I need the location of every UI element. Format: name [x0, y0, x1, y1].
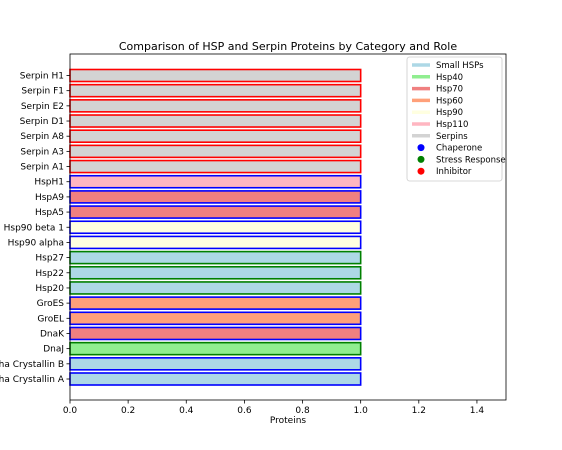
y-tick-label-hsp90-beta-1: Hsp90 beta 1: [4, 223, 64, 233]
bar-serpin-a8: [69, 129, 362, 143]
bar-serpin-d1: [69, 114, 362, 128]
y-tick-label-serpin-a3: Serpin A3: [20, 147, 64, 157]
x-tick-label: 0.4: [179, 406, 194, 416]
legend-label-chaperone: Chaperone: [436, 144, 482, 154]
bar-dnak: [69, 326, 362, 341]
x-axis-label: Proteins: [270, 416, 307, 426]
legend-label-hsp90: Hsp90: [436, 108, 463, 118]
x-tick-label: 0.6: [237, 406, 252, 416]
y-tick-label-serpin-d1: Serpin D1: [20, 117, 64, 127]
bar-hsp22: [69, 265, 362, 280]
legend-label-serpins: Serpins: [436, 132, 468, 142]
y-tick-label-hsp90-alpha: Hsp90 alpha: [8, 238, 64, 248]
bar-hsp90-alpha: [69, 235, 362, 250]
bar-alpha-crystallin-b: [69, 357, 362, 371]
y-tick-label-dnak: DnaK: [40, 329, 65, 339]
bar-hsp90-beta-1: [69, 220, 362, 235]
legend-marker-chaperone: [417, 144, 425, 152]
bar-serpin-a3: [69, 144, 362, 159]
x-axis: 0.0 0.2 0.4 0.6 0.8 1.0 1.2 1.4: [63, 400, 485, 416]
x-tick-label: 1.2: [412, 406, 426, 416]
bar-serpin-h1: [69, 68, 362, 83]
y-tick-label-alpha-crystallin-b: Alpha Crystallin B: [0, 360, 64, 370]
y-tick-label-serpin-h1: Serpin H1: [20, 72, 64, 82]
legend-label-inhibitor: Inhibitor: [436, 167, 472, 177]
bars-group: [69, 68, 362, 386]
bar-dnaj: [69, 341, 362, 356]
y-tick-label-serpin-e2: Serpin E2: [21, 102, 64, 112]
legend-marker-stress-response: [417, 155, 425, 163]
legend-box: [406, 56, 503, 182]
legend-marker-inhibitor: [417, 167, 425, 175]
bar-hsp27: [69, 250, 362, 265]
bar-hsph1: [69, 174, 362, 189]
y-tick-label-hsp27: Hsp27: [35, 254, 64, 264]
bar-hsp20: [69, 281, 362, 295]
y-tick-label-groes: GroES: [37, 299, 65, 309]
x-tick-label: 0.8: [295, 406, 310, 416]
y-tick-label-serpin-a8: Serpin A8: [20, 132, 64, 142]
y-tick-label-hsp20: Hsp20: [35, 284, 64, 294]
bar-serpin-f1: [69, 83, 362, 98]
y-tick-label-hspa9: HspA9: [35, 193, 64, 203]
legend-label-hsp70: Hsp70: [436, 85, 463, 95]
x-tick-label: 1.0: [354, 406, 369, 416]
x-tick-label: 1.4: [470, 406, 485, 416]
bar-groes: [69, 296, 362, 310]
y-tick-label-hspa5: HspA5: [35, 208, 64, 218]
y-axis: Alpha Crystallin A Alpha Crystallin B DnaJ…: [0, 72, 70, 385]
x-tick-label: 0.0: [63, 406, 78, 416]
y-tick-label-serpin-a1: Serpin A1: [20, 163, 64, 173]
bar-hspa5: [69, 205, 362, 219]
chart-title: Comparison of HSP and Serpin Proteins by…: [119, 40, 457, 53]
bar-groel: [69, 311, 362, 326]
y-tick-label-hsp22: Hsp22: [35, 269, 64, 279]
bar-serpin-a1: [69, 159, 362, 174]
y-tick-label-dnaj: DnaJ: [43, 345, 64, 355]
legend-label-hsp60: Hsp60: [436, 96, 463, 106]
bar-serpin-e2: [69, 99, 362, 113]
legend-label-hsp40: Hsp40: [436, 73, 463, 83]
bar-alpha-crystallin-a: [69, 372, 362, 386]
legend-label-small-hsps: Small HSPs: [436, 61, 484, 71]
y-tick-label-alpha-crystallin-a: Alpha Crystallin A: [0, 375, 65, 385]
y-tick-label-groel: GroEL: [37, 314, 64, 324]
x-tick-label: 0.2: [121, 406, 135, 416]
y-tick-label-hsph1: HspH1: [34, 178, 64, 188]
bar-hspa9: [69, 190, 362, 204]
legend-label-hsp110: Hsp110: [436, 120, 468, 130]
y-tick-label-serpin-f1: Serpin F1: [21, 87, 64, 97]
legend-label-stress-response: Stress Response: [436, 155, 506, 165]
